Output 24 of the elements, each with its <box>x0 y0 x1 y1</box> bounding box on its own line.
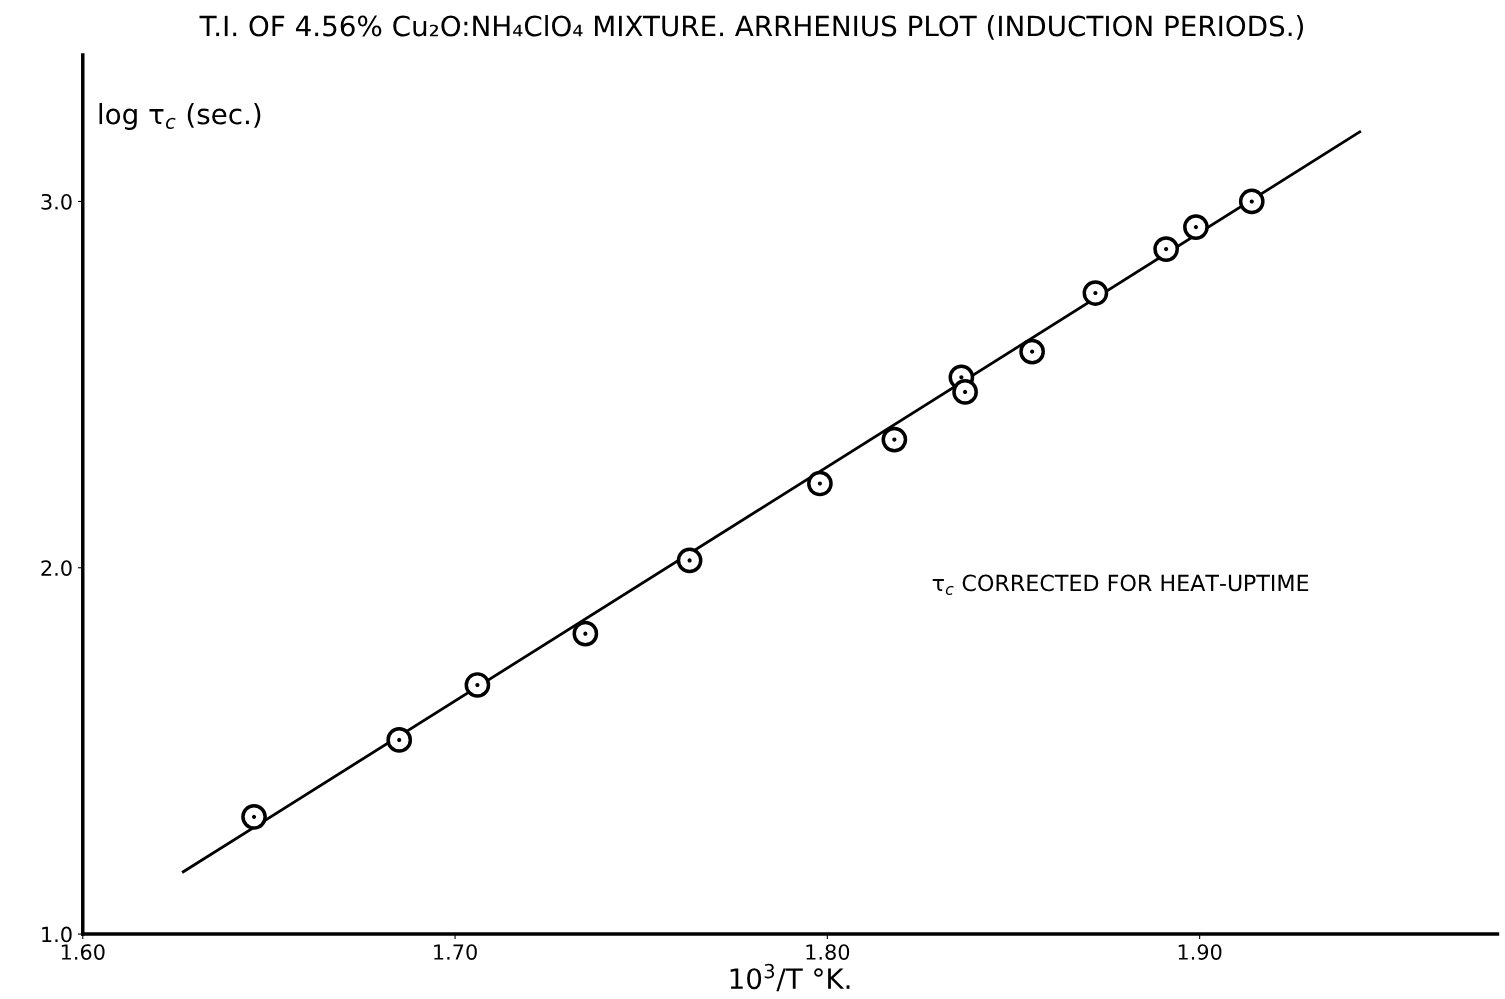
point <box>572 620 599 647</box>
point <box>386 727 413 753</box>
point <box>952 379 978 405</box>
point <box>1153 236 1179 262</box>
y-axis-title: log τ$_{c}$ (sec.) <box>99 103 261 130</box>
x-axis-title: 10$^{3}$/T °K. <box>730 963 850 992</box>
point <box>881 426 908 453</box>
x-tick-label: 1.90 <box>1178 944 1222 960</box>
point <box>1082 280 1109 306</box>
annotation: τ$_{c}$ CORRECTED FOR HEAT-UPTIME <box>932 574 1309 595</box>
point <box>807 470 833 497</box>
point <box>676 547 703 574</box>
point <box>1183 214 1209 240</box>
x-tick-label: 1.70 <box>434 944 477 960</box>
x-tick-label: 1.60 <box>61 944 105 960</box>
point <box>1019 338 1045 365</box>
point <box>464 672 491 698</box>
point <box>1238 188 1265 215</box>
y-tick-label: 3.0 <box>41 193 72 210</box>
x-tick-label: 1.80 <box>806 944 850 960</box>
point <box>241 804 267 830</box>
chart-title: T.I. OF 4.56% Cu₂O:NH₄ClO₄ MIXTURE. ARRHENIUS PLOT (INDUCTION PERIODS.) <box>199 14 1304 40</box>
y-tick-label: 1.0 <box>42 926 72 943</box>
y-tick-label: 2.0 <box>41 560 72 576</box>
